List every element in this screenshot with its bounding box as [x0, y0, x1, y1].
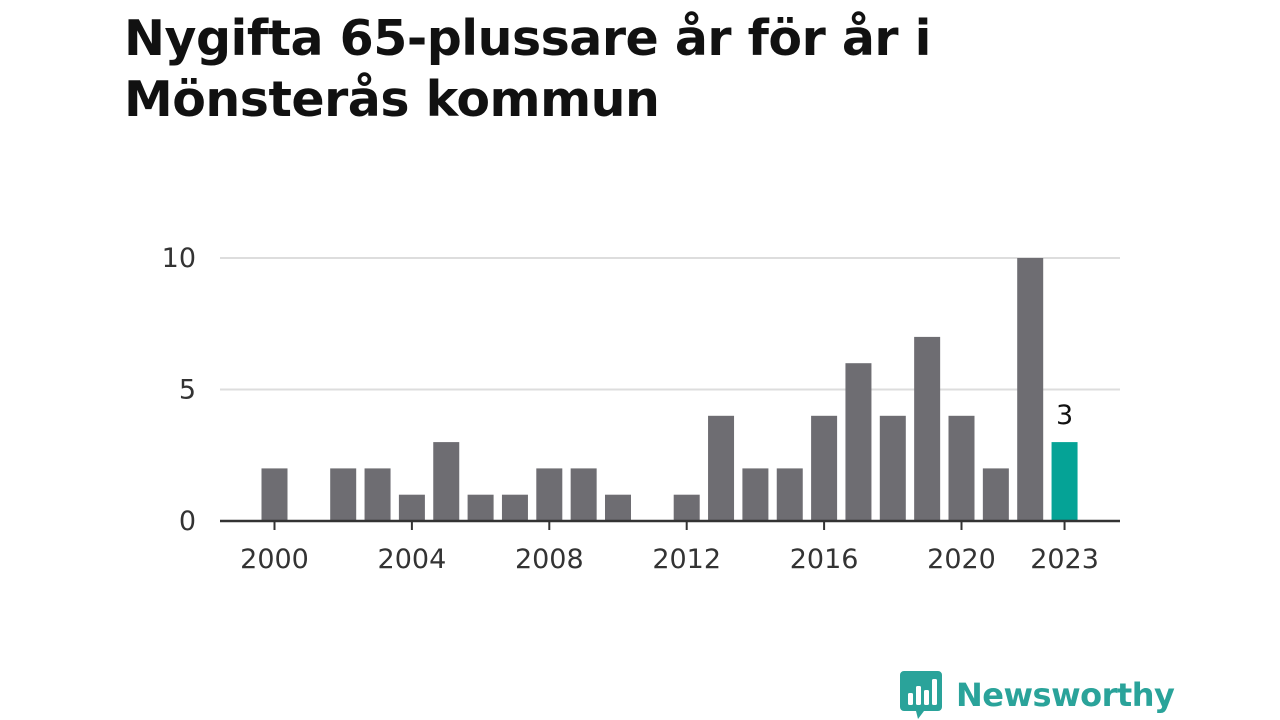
bar-2017	[845, 363, 872, 521]
tick-labels: 0 5 10 3 2000 2004 2008 2012 2016 2020 2023	[162, 243, 1099, 575]
newsworthy-logo-icon	[900, 671, 942, 719]
x-tick-label: 2020	[927, 544, 996, 575]
bar-2010	[605, 494, 631, 521]
bar-2006	[467, 494, 494, 521]
x-tick-label: 2000	[240, 544, 309, 575]
grid-lines	[220, 257, 1120, 391]
chart-title: Nygifta 65-plussare år för år i Mönsterå…	[124, 10, 931, 128]
brand-name: Newsworthy	[956, 676, 1175, 714]
bar-2009	[570, 468, 597, 521]
bar-2016	[811, 415, 838, 521]
brand-logo: Newsworthy	[900, 670, 1175, 720]
bar-2000	[261, 468, 288, 521]
bar-2003	[364, 468, 391, 521]
bar-2020	[948, 415, 975, 521]
bar-2023	[1051, 442, 1078, 521]
bar-2012	[673, 494, 700, 521]
bar-2007	[501, 494, 528, 521]
bar-2004	[398, 494, 425, 521]
y-tick-label: 0	[179, 506, 196, 537]
bar-2002	[330, 468, 357, 521]
bar-2015	[776, 468, 803, 521]
y-tick-label: 10	[162, 243, 196, 274]
x-axis	[220, 519, 1120, 530]
x-tick-label: 2008	[515, 544, 584, 575]
bar-2008	[536, 468, 563, 521]
x-tick-label: 2016	[790, 544, 859, 575]
y-tick-label: 5	[179, 375, 196, 406]
bar-2014	[742, 468, 769, 521]
bar-2022	[1017, 258, 1044, 521]
bar-2005	[433, 442, 460, 521]
bar-2018	[879, 415, 906, 521]
x-tick-label: 2004	[378, 544, 447, 575]
bar-2019	[914, 336, 941, 521]
bars	[261, 258, 1078, 521]
x-tick-label: 2023	[1030, 544, 1099, 575]
bar-2021	[982, 468, 1009, 521]
x-tick-label: 2012	[652, 544, 721, 575]
data-label-2023: 3	[1056, 400, 1073, 431]
bar-2013	[708, 415, 735, 521]
